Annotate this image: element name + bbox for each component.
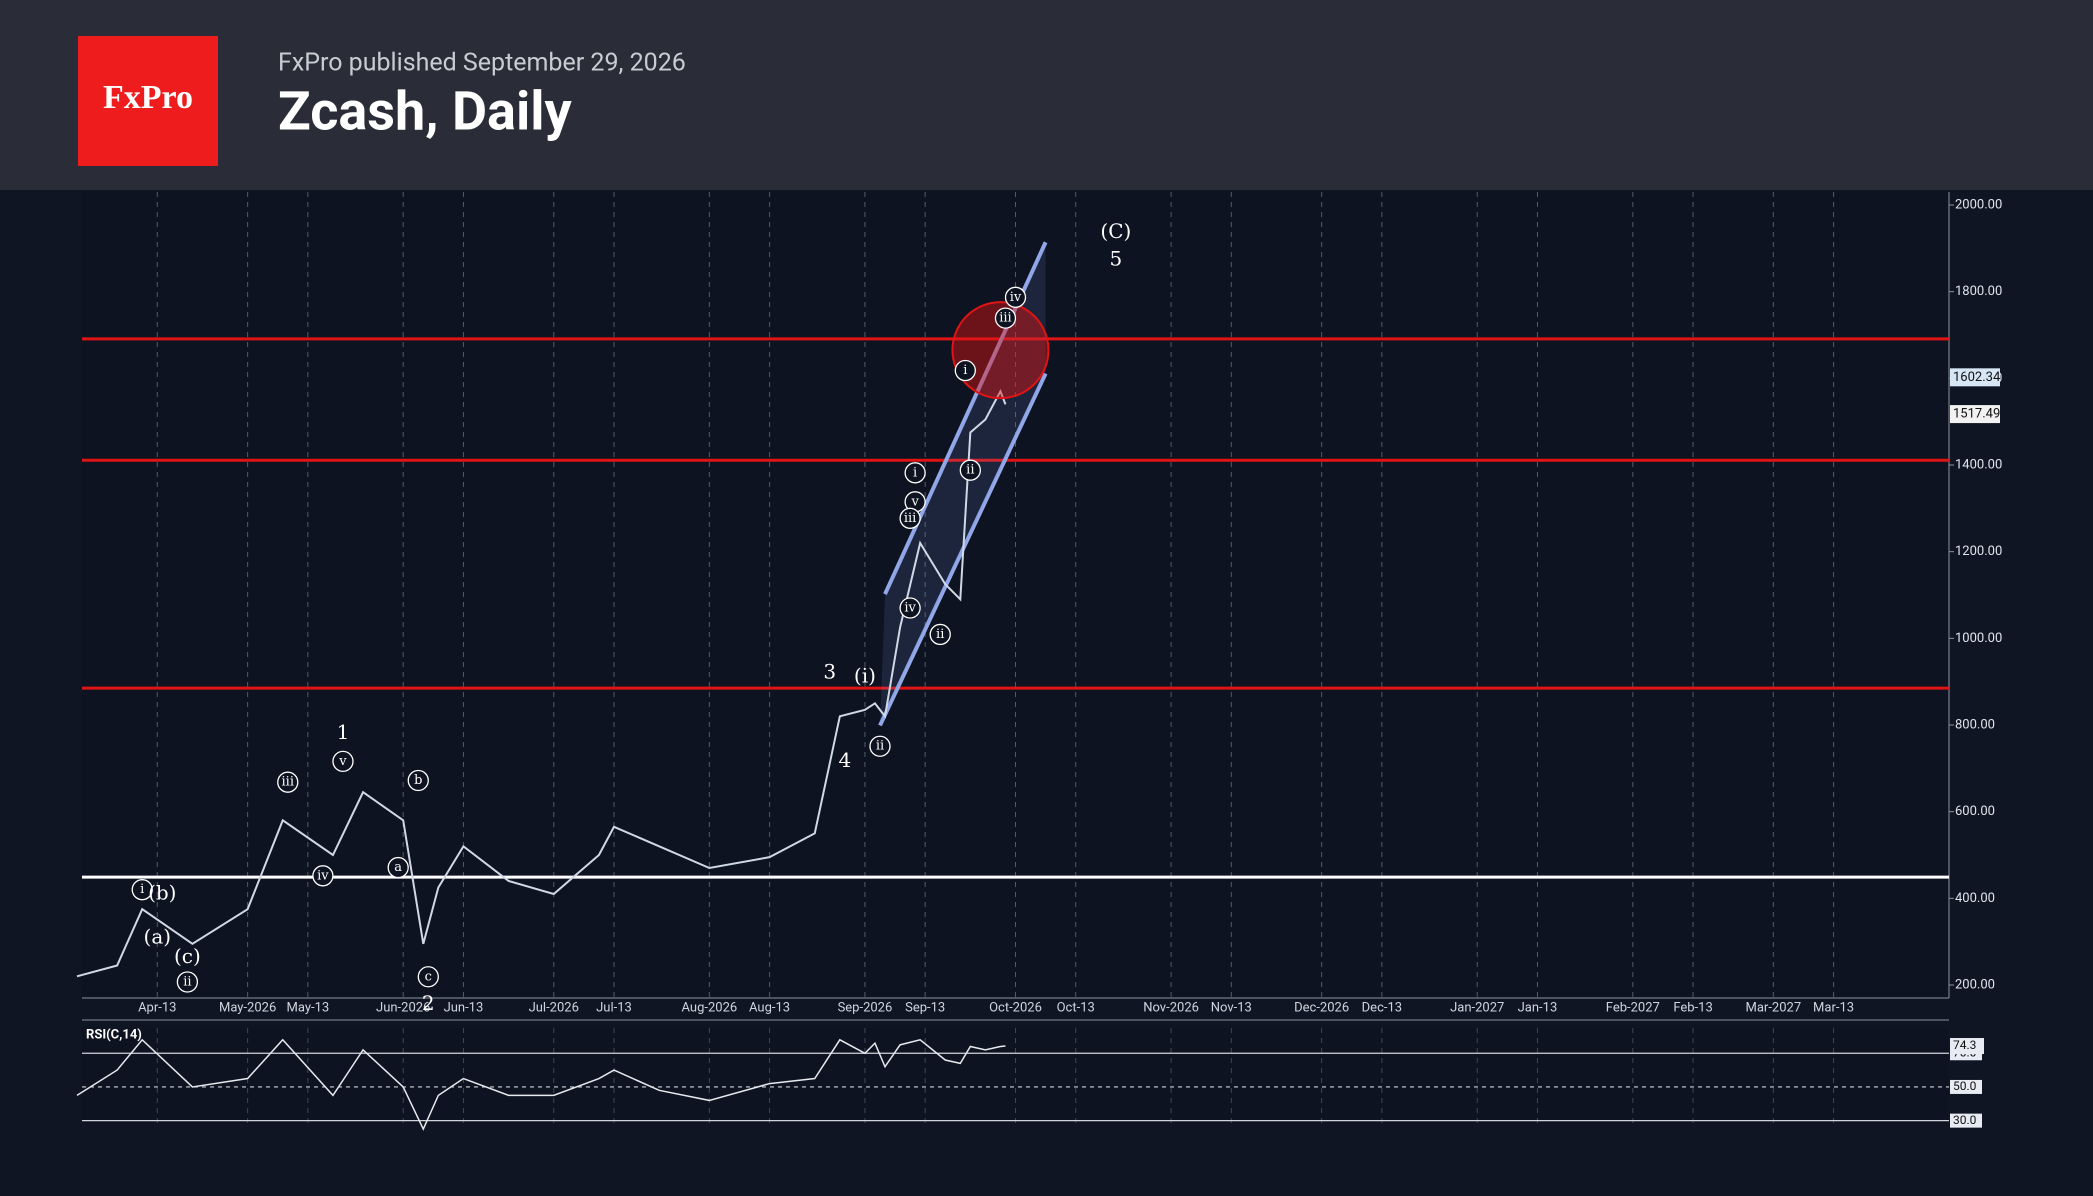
wave-label: 4: [838, 748, 851, 772]
x-tick-label: Feb-2027: [1606, 1000, 1660, 1015]
wave-circle: [904, 462, 926, 484]
y-tick-label: 200.00: [1955, 977, 1995, 992]
wave-circle: [417, 966, 439, 988]
wave-label: a: [394, 860, 402, 875]
wave-label: 5: [1110, 247, 1123, 271]
rsi-line: [76, 1038, 1006, 1131]
x-tick-label: Dec-13: [1362, 1000, 1402, 1015]
x-tick-label: Sep-2026: [838, 1000, 893, 1015]
highlight-circle: [951, 301, 1050, 400]
wave-label: ii: [876, 739, 884, 754]
x-tick-label: Apr-13: [138, 1000, 176, 1015]
wave-label: i: [140, 882, 144, 897]
logo: FxPro: [103, 79, 193, 116]
x-tick-label: Oct-2026: [989, 1000, 1042, 1015]
wave-circle: [332, 750, 354, 773]
y-tick-label: 1200.00: [1955, 544, 2002, 559]
y-tick-label: 1800.00: [1955, 284, 2002, 299]
price-line: [76, 388, 1007, 978]
y-tick-label: 2000.00: [1955, 197, 2002, 212]
wave-label: v: [338, 754, 347, 769]
y-tick-label: 1400.00: [1955, 457, 2002, 472]
wave-circle: [131, 879, 153, 901]
wave-circle: [954, 359, 976, 382]
x-tick-label: May-2026: [219, 1000, 276, 1015]
wave-circle: [869, 735, 891, 757]
price-tag: [1950, 368, 2000, 387]
wave-label: ii: [966, 463, 974, 478]
wave-circle: [176, 971, 199, 993]
x-tick-label: Aug-13: [749, 1000, 790, 1015]
wave-label: 2: [422, 991, 435, 1015]
x-tick-label: Oct-13: [1057, 1000, 1095, 1015]
wave-label: 3: [823, 660, 836, 684]
wave-label: iv: [1010, 290, 1022, 305]
price-tag-label: 1517.49: [1953, 407, 2000, 422]
wave-circle: [1004, 286, 1027, 308]
x-tick-label: Nov-13: [1211, 1000, 1252, 1015]
rsi-tick-box: [1950, 1113, 1982, 1128]
wave-label: i: [913, 465, 917, 480]
x-tick-label: Dec-2026: [1294, 1000, 1349, 1015]
wave-label: v: [910, 494, 919, 509]
wave-label: 1: [337, 720, 350, 744]
x-tick-label: May-13: [287, 1000, 330, 1015]
wave-circle: [407, 769, 429, 792]
wave-label: iv: [904, 601, 916, 616]
rsi-last-label: 74.3: [1953, 1038, 1976, 1052]
wave-label: (b): [148, 881, 176, 905]
x-tick-label: Aug-2026: [682, 1000, 738, 1015]
x-tick-label: Feb-13: [1673, 1000, 1712, 1015]
wave-label: (c): [174, 944, 201, 968]
rsi-tick-label: 30.0: [1953, 1113, 1977, 1127]
y-tick-label: 400.00: [1955, 891, 1995, 906]
wave-label: iii: [999, 311, 1011, 326]
wave-circle: [387, 856, 409, 879]
wave-label: iii: [904, 511, 916, 526]
x-tick-label: Mar-13: [1813, 1000, 1854, 1015]
wave-circle: [994, 307, 1017, 329]
x-tick-label: Jan-2027: [1450, 1000, 1504, 1015]
x-tick-label: Jan-13: [1518, 1000, 1558, 1015]
wave-label: b: [414, 773, 422, 788]
price-tag-label: 1602.34: [1953, 370, 2001, 385]
x-tick-label: Mar-2027: [1746, 1000, 1802, 1015]
rsi-last-box: [1950, 1038, 1984, 1055]
rsi-title: RSI(C,14): [86, 1027, 142, 1042]
logo-box: [78, 36, 218, 166]
y-tick-label: 600.00: [1955, 804, 1995, 819]
wave-circle: [959, 459, 981, 481]
x-tick-label: Nov-2026: [1143, 1000, 1199, 1015]
x-tick-label: Jun-13: [444, 1000, 484, 1015]
wave-label: iv: [317, 868, 329, 883]
channel-fill: [879, 242, 1046, 726]
y-tick-label: 800.00: [1955, 717, 1995, 732]
wave-circle: [929, 623, 951, 646]
x-tick-label: Jun-2026: [376, 1000, 430, 1015]
wave-circle: [899, 507, 921, 529]
header: [0, 0, 2093, 190]
wave-label: ii: [183, 974, 191, 989]
wave-label: i: [963, 363, 967, 378]
wave-label: c: [425, 969, 432, 984]
x-tick-label: Jul-2026: [529, 1000, 579, 1015]
wave-label: (a): [144, 925, 172, 949]
rsi-tick-box: [1950, 1079, 1982, 1094]
wave-label: (i): [854, 663, 876, 687]
x-tick-label: Sep-13: [905, 1000, 945, 1015]
wave-label: ii: [936, 627, 944, 642]
y-tick-label: 1000.00: [1955, 631, 2002, 646]
wave-label: (C): [1100, 219, 1131, 243]
subtitle: FxPro published September 29, 2026: [278, 49, 686, 78]
chart-title: Zcash, Daily: [278, 80, 573, 143]
wave-circle: [277, 771, 299, 793]
x-tick-label: Jul-13: [596, 1000, 632, 1015]
price-tag: [1950, 405, 2000, 424]
wave-label: iii: [282, 775, 294, 790]
rsi-area: [82, 1028, 1948, 1124]
wave-circle: [312, 865, 334, 887]
wave-circle: [899, 597, 921, 619]
rsi-tick-label: 50.0: [1953, 1079, 1977, 1093]
